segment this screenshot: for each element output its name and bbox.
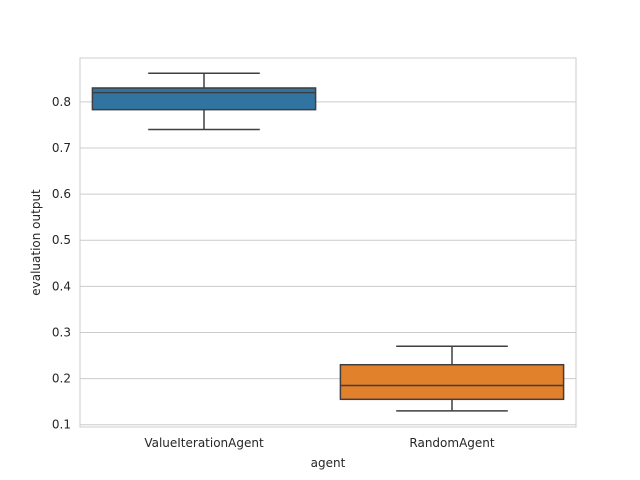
x-axis: ValueIterationAgent RandomAgent xyxy=(144,436,495,450)
y-tick-label: 0.8 xyxy=(52,95,71,109)
y-axis: 0.1 0.2 0.3 0.4 0.5 0.6 0.7 0.8 xyxy=(52,95,71,432)
x-axis-title: agent xyxy=(311,456,346,470)
y-tick-label: 0.6 xyxy=(52,187,71,201)
y-tick-label: 0.7 xyxy=(52,141,71,155)
x-tick-label: RandomAgent xyxy=(409,436,494,450)
y-tick-label: 0.3 xyxy=(52,325,71,339)
box-iqr xyxy=(339,363,565,401)
y-axis-title: evaluation output xyxy=(29,189,43,296)
y-tick-label: 0.2 xyxy=(52,372,71,386)
y-tick-label: 0.1 xyxy=(52,418,71,432)
boxes xyxy=(91,72,565,412)
plot-frame xyxy=(79,57,577,428)
x-tick-label: ValueIterationAgent xyxy=(144,436,264,450)
box-iqr xyxy=(91,87,317,111)
y-tick-label: 0.5 xyxy=(52,233,71,247)
y-tick-label: 0.4 xyxy=(52,279,71,293)
